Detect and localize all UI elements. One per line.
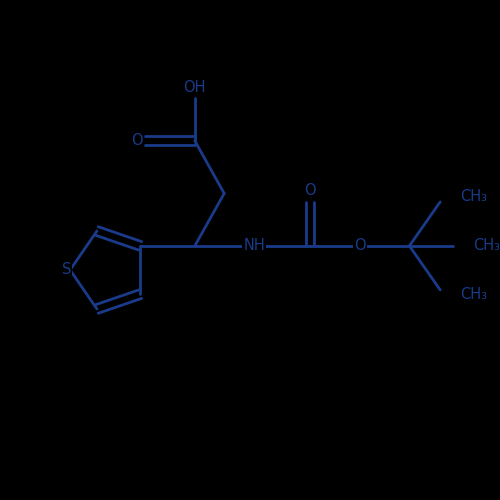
Text: O: O (131, 134, 142, 148)
Text: S: S (62, 262, 71, 278)
Text: NH: NH (243, 238, 265, 254)
Text: CH₃: CH₃ (460, 288, 487, 302)
Text: OH: OH (184, 80, 206, 95)
Text: O: O (304, 184, 316, 198)
Text: CH₃: CH₃ (473, 238, 500, 254)
Text: O: O (354, 238, 366, 254)
Text: CH₃: CH₃ (460, 190, 487, 204)
